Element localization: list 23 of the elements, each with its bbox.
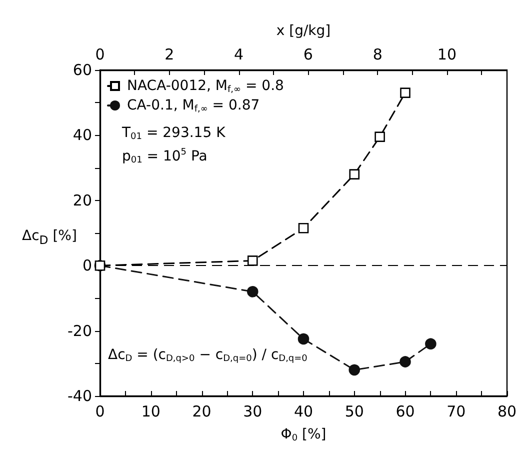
y-tick-label: 40 [72,126,92,144]
y-tick-label: -20 [68,322,92,340]
x-tick-label: 50 [344,402,364,420]
y-tick-label: 60 [72,61,92,79]
x2-tick-label: 0 [95,46,105,64]
x2-tick-label: 8 [372,46,382,64]
y-tick-label: -40 [68,387,92,405]
x2-axis-title: x [g/kg] [276,23,331,39]
x2-tick-label: 2 [164,46,174,64]
x-tick-label: 0 [95,402,105,420]
x-tick-label: 80 [497,402,517,420]
x-tick-label: 10 [141,402,160,420]
y-axis-title: Δc$_{D}$ [%] [22,228,78,248]
x-tick-label: 30 [243,402,262,420]
x2-tick-label: 4 [234,46,244,64]
x-tick-label: 40 [294,402,314,420]
x-tick-label: 20 [192,402,212,420]
y-tick-label: 20 [72,191,92,210]
x-tick-label: 70 [446,402,466,420]
x2-tick-label: 6 [303,46,313,64]
y-tick-label: 0 [82,256,92,275]
x2-tick-label: 10 [437,46,457,64]
x-tick-label: 60 [396,402,415,420]
